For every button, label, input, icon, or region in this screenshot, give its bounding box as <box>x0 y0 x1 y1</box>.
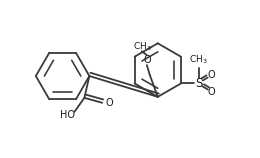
Text: O: O <box>105 98 113 108</box>
Text: O: O <box>208 87 216 97</box>
Text: CH$_3$: CH$_3$ <box>190 53 208 66</box>
Text: HO: HO <box>60 110 75 120</box>
Text: CH$_3$: CH$_3$ <box>133 40 151 53</box>
Text: O: O <box>208 70 216 79</box>
Text: O: O <box>143 55 151 65</box>
Text: S: S <box>195 77 203 90</box>
